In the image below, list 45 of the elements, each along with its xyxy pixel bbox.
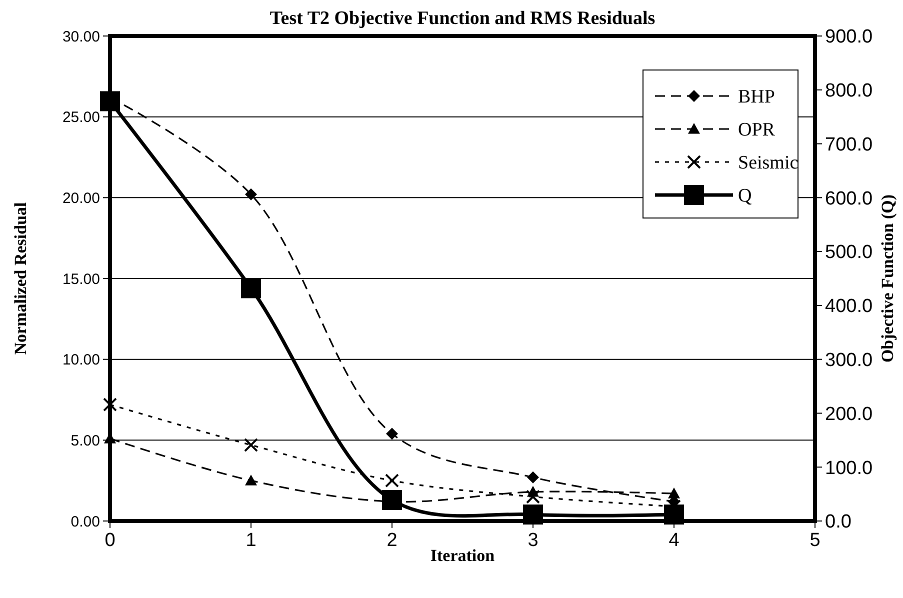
point — [527, 471, 539, 484]
y2-tick-label: 600.0 — [825, 188, 873, 210]
y-tick-label: 5.00 — [70, 432, 100, 450]
y2-tick-label: 400.0 — [825, 296, 873, 318]
chart-title: Test T2 Objective Function and RMS Residuals — [270, 8, 656, 29]
y-tick-label: 10.00 — [62, 352, 100, 369]
y-tick-label: 30.00 — [62, 28, 100, 46]
y2-tick-label: 200.0 — [825, 404, 873, 425]
point — [382, 490, 402, 510]
y2-tick-label: 300.0 — [825, 350, 873, 371]
point — [245, 188, 257, 200]
point — [526, 490, 540, 504]
legend-label: OPR — [738, 120, 776, 141]
y-tick-label: 15.00 — [62, 270, 100, 288]
y2-axis-title: Objective Function (Q) — [878, 194, 897, 363]
point — [103, 398, 117, 412]
point — [386, 428, 398, 440]
y2-tick-label: 0.0 — [825, 512, 852, 533]
point — [668, 488, 680, 498]
point — [523, 504, 543, 525]
y-tick-label: 20.00 — [62, 190, 100, 207]
legend-label: BHP — [738, 86, 775, 108]
y-tick-label: 0.00 — [70, 513, 100, 530]
x-tick-label: 1 — [246, 530, 256, 551]
point — [245, 474, 257, 486]
legend-label: Seismic — [738, 152, 798, 174]
y-tick-label: 25.00 — [62, 109, 100, 126]
legend-label: Q — [738, 186, 752, 207]
x-axis-title: Iteration — [430, 546, 496, 565]
point — [244, 438, 258, 452]
x-tick-label: 0 — [104, 530, 116, 551]
x-tick-label: 4 — [668, 530, 680, 551]
y2-tick-label: 100.0 — [825, 458, 873, 479]
y2-tick-label: 500.0 — [825, 242, 873, 264]
point — [100, 91, 120, 112]
x-tick-label: 5 — [810, 530, 820, 551]
point — [664, 504, 684, 525]
x-tick-label: 3 — [528, 530, 538, 551]
y2-tick-label: 800.0 — [825, 80, 873, 102]
point — [241, 278, 261, 298]
x-tick-label: 2 — [386, 530, 398, 551]
y2-tick-label: 900.0 — [825, 26, 873, 48]
y-axis-title: Normalized Residual — [11, 202, 30, 355]
y2-tick-label: 700.0 — [825, 134, 873, 156]
point — [385, 474, 399, 488]
